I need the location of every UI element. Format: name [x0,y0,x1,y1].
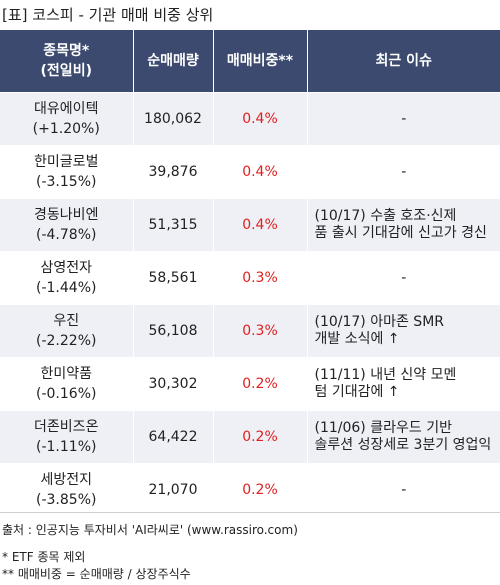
table-row: 세방전지 (-3.85%) 21,070 0.2% - [0,463,500,516]
table-row: 대유에이텍 (+1.20%) 180,062 0.4% - [0,92,500,146]
recent-issue: - [306,145,500,199]
net-volume: 180,062 [132,92,213,146]
net-volume: 51,315 [132,198,213,252]
trade-ratio: 0.4% [212,145,307,199]
stock-change: (-4.78%) [36,227,97,243]
stock-name: 더존비즈온 [34,419,99,435]
issue-line2: 솔루션 성장세로 3분기 영업익 [314,437,492,453]
header-name-line1: 종목명* [43,43,90,59]
table-header-row: 종목명* (전일비) 순매매량 매매비중** 최근 이슈 [0,30,500,93]
table-row: 우진 (-2.22%) 56,108 0.3% (10/17) 아마존 SMR 개발 소식… [0,304,500,358]
table-row: 한미글로벌 (-3.15%) 39,876 0.4% - [0,145,500,199]
stock-name-cell: 한미글로벌 (-3.15%) [0,145,133,199]
header-name: 종목명* (전일비) [0,30,133,93]
trade-ratio: 0.4% [212,198,307,252]
stock-name-cell: 우진 (-2.22%) [0,304,133,358]
stock-change: (-1.11%) [36,439,97,455]
stock-name: 한미글로벌 [34,154,99,170]
stock-name: 한미약품 [40,366,93,382]
trade-ratio: 0.3% [212,304,307,358]
trade-ratio: 0.3% [212,251,307,305]
table-row: 삼영전자 (-1.44%) 58,561 0.3% - [0,251,500,305]
stock-name: 삼영전자 [40,260,93,276]
footer-divider [0,512,500,513]
issue-line1: (10/17) 수출 호조·신제 [314,208,457,224]
net-volume: 21,070 [132,463,213,516]
recent-issue: - [306,92,500,146]
net-volume: 58,561 [132,251,213,305]
net-volume: 56,108 [132,304,213,358]
net-volume: 30,302 [132,357,213,411]
issue-line1: (11/06) 클라우드 기반 [314,420,452,436]
etf-note: * ETF 종목 제외 [2,550,86,564]
header-ratio: 매매비중** [212,30,307,93]
table-row: 한미약품 (-0.16%) 30,302 0.2% (11/11) 내년 신약 모멘 텀 … [0,357,500,411]
issue-line1: (10/17) 아마존 SMR [314,314,445,330]
stock-change: (-1.44%) [36,280,97,296]
net-volume: 39,876 [132,145,213,199]
page-title: [표] 코스피 - 기관 매매 비중 상위 [2,6,214,24]
stock-name-cell: 한미약품 (-0.16%) [0,357,133,411]
stock-name: 대유에이텍 [34,101,99,117]
issue-line1: - [401,481,407,498]
issue-line2: 품 출시 기대감에 신고가 경신 [314,225,487,241]
stock-change: (-3.85%) [36,492,97,508]
recent-issue: (11/06) 클라우드 기반 솔루션 성장세로 3분기 영업익 [306,410,500,464]
stock-change: (-0.16%) [36,386,97,402]
recent-issue: (10/17) 아마존 SMR 개발 소식에 ↑ [306,304,500,358]
stock-name-cell: 경동나비엔 (-4.78%) [0,198,133,252]
stock-change: (-2.22%) [36,333,97,349]
trade-ratio: 0.2% [212,463,307,516]
stock-name: 경동나비엔 [34,207,99,223]
recent-issue: - [306,251,500,305]
institution-trading-table: 종목명* (전일비) 순매매량 매매비중** 최근 이슈 대유에이텍 (+1.20… [0,30,500,516]
source-note: 출처 : 인공지능 투자비서 'AI라씨로' (www.rassiro.com) [2,523,298,537]
issue-line1: - [401,110,407,127]
trade-ratio: 0.2% [212,357,307,411]
header-name-line2: (전일비) [40,63,92,79]
stock-change: (-3.15%) [36,174,97,190]
stock-name: 우진 [53,313,80,329]
issue-line1: - [401,163,407,180]
issue-line1: - [401,269,407,286]
stock-change: (+1.20%) [32,121,100,137]
trade-ratio: 0.4% [212,92,307,146]
recent-issue: (10/17) 수출 호조·신제 품 출시 기대감에 신고가 경신 [306,198,500,252]
recent-issue: (11/11) 내년 신약 모멘 텀 기대감에 ↑ [306,357,500,411]
ratio-note: ** 매매비중 = 순매매량 / 상장주식수 [2,567,191,581]
issue-line1: (11/11) 내년 신약 모멘 [314,367,457,383]
recent-issue: - [306,463,500,516]
stock-name-cell: 삼영전자 (-1.44%) [0,251,133,305]
stock-name-cell: 세방전지 (-3.85%) [0,463,133,516]
issue-line2: 개발 소식에 ↑ [314,331,400,347]
header-issue: 최근 이슈 [306,30,500,93]
net-volume: 64,422 [132,410,213,464]
stock-name: 세방전지 [40,472,93,488]
stock-name-cell: 대유에이텍 (+1.20%) [0,92,133,146]
trade-ratio: 0.2% [212,410,307,464]
stock-name-cell: 더존비즈온 (-1.11%) [0,410,133,464]
issue-line2: 텀 기대감에 ↑ [314,384,400,400]
header-volume: 순매매량 [132,30,213,93]
table-row: 경동나비엔 (-4.78%) 51,315 0.4% (10/17) 수출 호조·신제 품… [0,198,500,252]
table-row: 더존비즈온 (-1.11%) 64,422 0.2% (11/06) 클라우드 기반 솔루… [0,410,500,464]
